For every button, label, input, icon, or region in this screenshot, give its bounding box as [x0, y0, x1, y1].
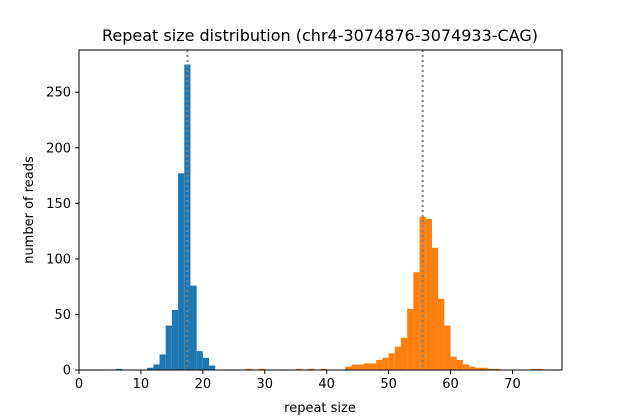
plot-frame	[78, 49, 563, 371]
x-tick-label-7: 70	[504, 377, 521, 392]
histogram-bar-series-0-bin-4	[165, 325, 172, 370]
histogram-bar-series-1-bin-23	[456, 360, 463, 370]
histogram-bar-series-1-bin-0	[246, 368, 253, 370]
histogram-bar-series-0-bin-7	[184, 64, 191, 370]
histogram-bar-series-1-bin-29	[493, 368, 501, 370]
histogram-bar-series-1-bin-1	[258, 368, 265, 370]
histogram-bar-series-1-bin-30	[531, 368, 538, 370]
x-axis-label: repeat size	[284, 401, 356, 416]
histogram-bar-series-1-bin-21	[444, 325, 451, 370]
histogram-bar-series-1-bin-4	[320, 368, 327, 370]
histogram-bar-series-1-bin-20	[438, 298, 445, 370]
y-tick-label-0: 0	[63, 364, 71, 379]
chart-title: Repeat size distribution (chr4-3074876-3…	[102, 26, 538, 45]
y-tick-label-5: 250	[46, 86, 71, 101]
y-tick-label-3: 150	[46, 197, 71, 212]
histogram-bar-series-1-bin-13	[394, 346, 401, 370]
x-tick-label-6: 60	[442, 377, 459, 392]
histogram-bar-series-1-bin-31	[537, 368, 544, 370]
bars-group	[116, 64, 544, 370]
x-tick-label-3: 30	[256, 377, 273, 392]
histogram-bar-series-1-bin-19	[431, 247, 439, 370]
x-tick-label-2: 20	[195, 377, 212, 392]
histogram-bar-series-0-bin-11	[209, 365, 216, 370]
histogram-bar-series-1-bin-25	[469, 366, 476, 370]
histogram-bar-series-1-bin-15	[407, 308, 414, 370]
histogram-bar-series-1-bin-17	[419, 216, 426, 370]
x-axis-ticks: 0 10 20 30 40 50 60 70	[75, 370, 521, 392]
histogram-bar-series-1-bin-9	[370, 363, 377, 370]
histogram-bar-series-0-bin-0	[116, 368, 123, 370]
histogram-bar-series-0-bin-3	[159, 354, 166, 370]
histogram-bar-series-1-bin-22	[450, 356, 457, 370]
histogram-bar-series-0-bin-2	[153, 364, 160, 370]
reference-lines	[186, 50, 424, 370]
histogram-bar-series-0-bin-9	[196, 351, 203, 370]
histogram-bar-series-1-bin-11	[382, 357, 389, 370]
x-tick-label-1: 10	[133, 377, 150, 392]
x-tick-label-5: 50	[380, 377, 397, 392]
histogram-bar-series-1-bin-16	[413, 272, 420, 370]
histogram-bar-series-0-bin-5	[171, 310, 179, 370]
histogram-bar-series-1-bin-10	[376, 360, 383, 370]
y-tick-label-2: 100	[46, 252, 71, 267]
histogram-bar-series-0-bin-6	[178, 173, 185, 370]
y-axis-ticks: 0 50 100 150 200 250	[46, 86, 79, 379]
histogram-bar-series-1-bin-5	[345, 366, 352, 370]
histogram-bar-series-0-bin-1	[147, 367, 154, 370]
histogram-bar-series-1-bin-14	[401, 337, 408, 370]
histogram-bar-series-1-bin-28	[487, 368, 494, 370]
histogram-bar-series-1-bin-27	[481, 367, 488, 370]
y-axis-label: number of reads	[22, 156, 37, 264]
histogram-bar-series-1-bin-12	[388, 353, 395, 370]
histogram-bar-series-1-bin-18	[425, 218, 432, 370]
histogram-bar-series-1-bin-24	[462, 364, 470, 370]
histogram-bar-series-1-bin-6	[351, 364, 358, 370]
histogram-bar-series-0-bin-10	[202, 357, 210, 370]
histogram-bar-series-1-bin-2	[295, 368, 302, 370]
histogram-bar-series-0-bin-8	[190, 285, 197, 370]
histogram-bar-series-1-bin-7	[357, 364, 364, 370]
histogram-bar-series-1-bin-26	[475, 367, 482, 370]
histogram-bar-series-1-bin-3	[308, 368, 315, 370]
histogram-bar-series-1-bin-8	[363, 363, 371, 370]
y-tick-label-1: 50	[54, 308, 71, 323]
x-tick-label-0: 0	[75, 377, 83, 392]
x-tick-label-4: 40	[318, 377, 335, 392]
y-tick-label-4: 200	[46, 141, 71, 156]
